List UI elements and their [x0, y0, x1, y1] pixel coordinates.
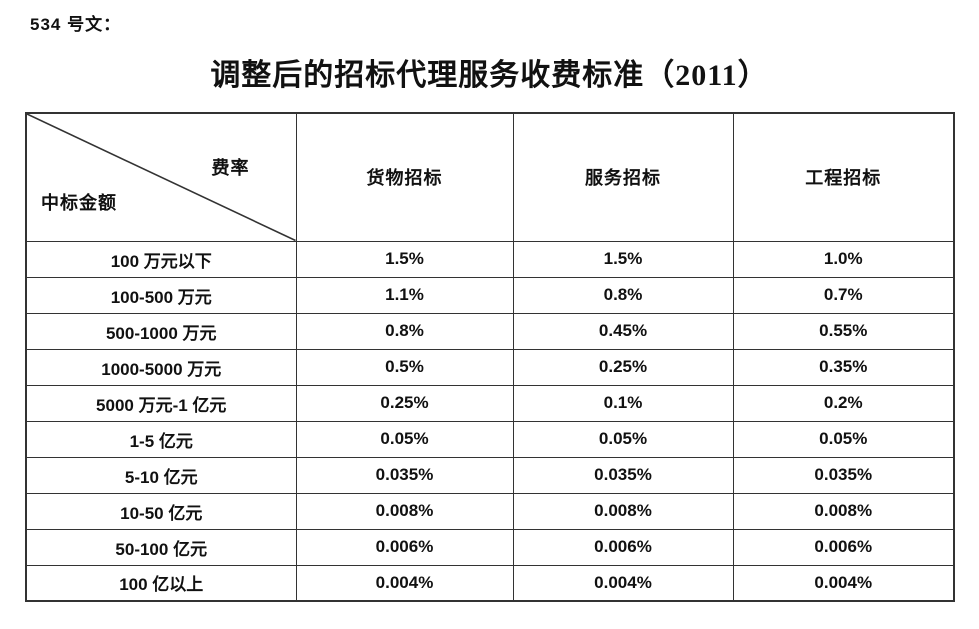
rate-cell: 0.008%	[732, 492, 955, 530]
column-header-engineering: 工程招标	[732, 112, 955, 242]
row-label: 50-100 亿元	[25, 528, 297, 566]
table-row: 100 亿以上 0.004% 0.004% 0.004%	[25, 564, 955, 602]
row-label: 5000 万元-1 亿元	[25, 384, 297, 422]
rate-cell: 0.006%	[512, 528, 734, 566]
rate-cell: 0.8%	[295, 312, 514, 350]
table-row: 500-1000 万元 0.8% 0.45% 0.55%	[25, 312, 955, 350]
table-row: 1000-5000 万元 0.5% 0.25% 0.35%	[25, 348, 955, 386]
column-header-services: 服务招标	[512, 112, 734, 242]
table-row: 5-10 亿元 0.035% 0.035% 0.035%	[25, 456, 955, 494]
row-label: 100-500 万元	[25, 276, 297, 314]
row-label: 100 亿以上	[25, 564, 297, 602]
table-row: 50-100 亿元 0.006% 0.006% 0.006%	[25, 528, 955, 566]
table-row: 100-500 万元 1.1% 0.8% 0.7%	[25, 276, 955, 314]
rate-cell: 0.006%	[732, 528, 955, 566]
rate-cell: 0.004%	[732, 564, 955, 602]
rate-cell: 0.1%	[512, 384, 734, 422]
table-row: 100 万元以下 1.5% 1.5% 1.0%	[25, 240, 955, 278]
rate-cell: 0.008%	[295, 492, 514, 530]
rate-cell: 0.7%	[732, 276, 955, 314]
rate-cell: 0.25%	[512, 348, 734, 386]
rate-cell: 1.5%	[295, 240, 514, 278]
diagonal-corner-cell: 费率 中标金额	[25, 112, 297, 242]
row-label: 5-10 亿元	[25, 456, 297, 494]
rate-cell: 0.006%	[295, 528, 514, 566]
row-label: 10-50 亿元	[25, 492, 297, 530]
rate-cell: 1.1%	[295, 276, 514, 314]
rate-cell: 0.004%	[295, 564, 514, 602]
rate-cell: 0.05%	[295, 420, 514, 458]
rate-cell: 0.05%	[732, 420, 955, 458]
rate-cell: 0.25%	[295, 384, 514, 422]
table-row: 10-50 亿元 0.008% 0.008% 0.008%	[25, 492, 955, 530]
fee-rate-table: 费率 中标金额 货物招标 服务招标 工程招标 100 万元以下 1.5% 1.5…	[25, 112, 955, 602]
rate-cell: 0.35%	[732, 348, 955, 386]
rate-cell: 0.05%	[512, 420, 734, 458]
table-row: 1-5 亿元 0.05% 0.05% 0.05%	[25, 420, 955, 458]
row-label: 1-5 亿元	[25, 420, 297, 458]
rate-cell: 0.45%	[512, 312, 734, 350]
row-label: 1000-5000 万元	[25, 348, 297, 386]
row-label: 500-1000 万元	[25, 312, 297, 350]
rate-cell: 0.004%	[512, 564, 734, 602]
rate-cell: 0.5%	[295, 348, 514, 386]
table-header-row: 费率 中标金额 货物招标 服务招标 工程招标	[25, 112, 955, 242]
page-title: 调整后的招标代理服务收费标准（2011）	[210, 59, 769, 92]
row-label: 100 万元以下	[25, 240, 297, 278]
rate-cell: 0.035%	[295, 456, 514, 494]
rate-cell: 0.55%	[732, 312, 955, 350]
rate-cell: 1.5%	[512, 240, 734, 278]
rate-cell: 0.008%	[512, 492, 734, 530]
corner-label-rate: 费率	[211, 158, 250, 178]
rate-cell: 0.8%	[512, 276, 734, 314]
table-row: 5000 万元-1 亿元 0.25% 0.1% 0.2%	[25, 384, 955, 422]
doc-number-label: 534 号文：	[30, 15, 122, 34]
rate-cell: 1.0%	[732, 240, 955, 278]
rate-cell: 0.035%	[732, 456, 955, 494]
diagonal-divider-line	[27, 114, 296, 241]
rate-cell: 0.035%	[512, 456, 734, 494]
corner-label-amount: 中标金额	[41, 192, 117, 213]
rate-cell: 0.2%	[732, 384, 955, 422]
column-header-goods: 货物招标	[295, 112, 514, 242]
